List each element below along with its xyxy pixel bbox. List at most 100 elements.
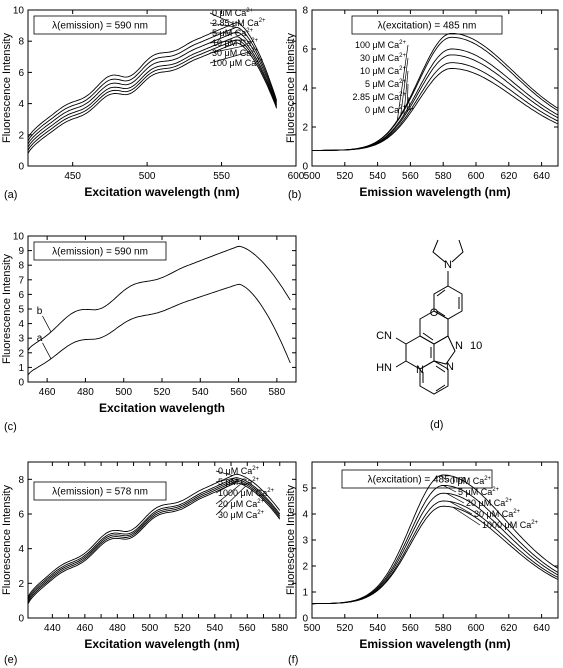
series-pointer: [215, 485, 246, 516]
series-label: a: [37, 333, 43, 344]
series-line-4: [27, 482, 281, 605]
x-tick-label: 440: [44, 623, 61, 634]
series-label-sup: 2+: [505, 498, 512, 504]
x-tick-label: 580: [271, 623, 288, 634]
series-label: 2.85 μM Ca2+: [212, 18, 266, 28]
y-axis-title: Fluorescence Intensity: [1, 32, 13, 143]
ring-n-label-1: N: [455, 340, 463, 352]
y-axis-title: Fluorescence Intensity: [1, 253, 13, 364]
x-tick-label: 540: [192, 387, 209, 398]
series-label-sup: 2+: [256, 58, 263, 64]
y-tick-label: 7: [18, 275, 24, 286]
series-label-sup: 2+: [251, 38, 258, 44]
x-tick-label: 540: [369, 623, 386, 634]
x-tick-label: 600: [468, 171, 485, 182]
y-tick-label: 1: [302, 588, 308, 599]
nitrile-bond: [395, 337, 407, 345]
x-tick-label: 480: [77, 387, 94, 398]
series-pointer: [42, 342, 52, 359]
panel-label: (f): [288, 654, 298, 666]
x-tick-label: 520: [174, 623, 191, 634]
x-tick-label: 450: [64, 171, 81, 182]
y-tick-label: 0: [18, 614, 24, 625]
series-pointer: [406, 83, 409, 112]
panel-c-chart: 460 480 500 520 540 560 580 0 1 2 3 4 5 6 7 8 9 10 Excitat…: [1, 232, 297, 433]
series-label-sup: 2+: [252, 466, 259, 472]
series-pointer: [215, 482, 243, 505]
series-label: 0 μM Ca2+: [450, 476, 492, 486]
series-pointer: [449, 501, 473, 515]
y-axis-title: Fluorescence Intensity: [1, 484, 13, 595]
y-tick-label: 4: [302, 510, 308, 521]
panel-f-chart: 500 520 540 560 580 600 620 640 0 1 2 3 4 5 Emission w…: [285, 461, 559, 666]
series-line-4: [27, 39, 278, 151]
x-tick-label: 600: [288, 171, 305, 182]
series-line-4: [312, 505, 559, 605]
condition-label: λ(emission) = 578 nm: [52, 487, 148, 498]
series-label-sup: 2+: [246, 28, 253, 34]
series-pointer: [446, 493, 465, 504]
series-label: 5 μM Ca2+: [218, 477, 260, 487]
y-tick-label: 8: [302, 6, 308, 17]
condition-label: λ(excitation) = 485 nm: [378, 21, 477, 32]
y-tick-label: 8: [18, 475, 24, 486]
series-label: 0 μM Ca2+: [365, 105, 407, 115]
series-label-sup: 2+: [257, 510, 264, 516]
series-label: 1000 μM Ca2+: [482, 520, 539, 530]
compound-number: 10: [470, 340, 482, 352]
series-label-sup: 2+: [513, 509, 520, 515]
y-tick-label: 8: [18, 37, 24, 48]
series-line-3: [312, 500, 559, 605]
series-pointer: [400, 57, 409, 117]
nitrile-label: CN: [376, 330, 392, 342]
condition-box: [341, 469, 493, 489]
y-tick-label: 6: [302, 45, 308, 56]
series-label-sup: 2+: [251, 48, 258, 54]
structure-labels: N O CN N HN N N 10 (d): [376, 259, 482, 431]
series-pointer: [209, 45, 246, 54]
imine-bond: [395, 360, 407, 368]
series-line-2: [312, 492, 559, 605]
y-axis-title: Fluorescence Intensity: [285, 32, 297, 143]
series-line-5: [312, 68, 559, 151]
series-label-sup: 2+: [399, 66, 406, 72]
x-tick-label: 560: [230, 387, 247, 398]
y-tick-label: 2: [18, 348, 24, 359]
series-pointer: [215, 477, 236, 483]
series-label-sup: 2+: [259, 18, 266, 24]
series-line-3: [27, 480, 281, 603]
x-tick-label: 520: [154, 387, 171, 398]
pyran-double-bond: [422, 332, 434, 341]
series-label-sup: 2+: [531, 520, 538, 526]
y-tick-label: 2: [302, 562, 308, 573]
y-tick-label: 6: [18, 290, 24, 301]
x-tick-label: 580: [435, 171, 452, 182]
x-tick-label: 460: [39, 387, 56, 398]
y-tick-label: 4: [302, 84, 308, 95]
x-tick-label: 500: [141, 623, 158, 634]
series-line-0: [27, 245, 291, 351]
series-label: 30 μM Ca2+: [474, 509, 521, 519]
panel-b-chart: 500 520 540 560 580 600 620 640 0 2 4 6 8 Emission wa…: [285, 6, 559, 201]
series-pointer: [407, 96, 411, 111]
series-line-2: [27, 478, 281, 601]
series-label: 30 μM Ca2+: [218, 510, 265, 520]
amine-n-label: N: [444, 259, 452, 271]
series-label: 20 μM Ca2+: [218, 499, 265, 509]
series-line-0: [311, 474, 559, 605]
series-pointer: [215, 470, 233, 476]
series-label-sup: 2+: [257, 499, 264, 505]
y-tick-label: 0: [302, 614, 308, 625]
x-tick-label: 640: [533, 171, 550, 182]
ring-n-label-2: N: [446, 361, 454, 373]
x-tick-label: 640: [533, 623, 550, 634]
series-label: 5 μM Ca2+: [212, 28, 254, 38]
y-tick-label: 10: [13, 6, 25, 17]
series-label-sup: 2+: [399, 105, 406, 111]
series-pointer: [443, 485, 457, 493]
series-line-2: [27, 31, 278, 145]
x-tick-label: 500: [115, 387, 132, 398]
series-line-5: [27, 42, 278, 154]
panel-e-chart: 440 460 480 500 520 540 560 580 0 2 4 6 8 Excitation …: [1, 461, 297, 666]
